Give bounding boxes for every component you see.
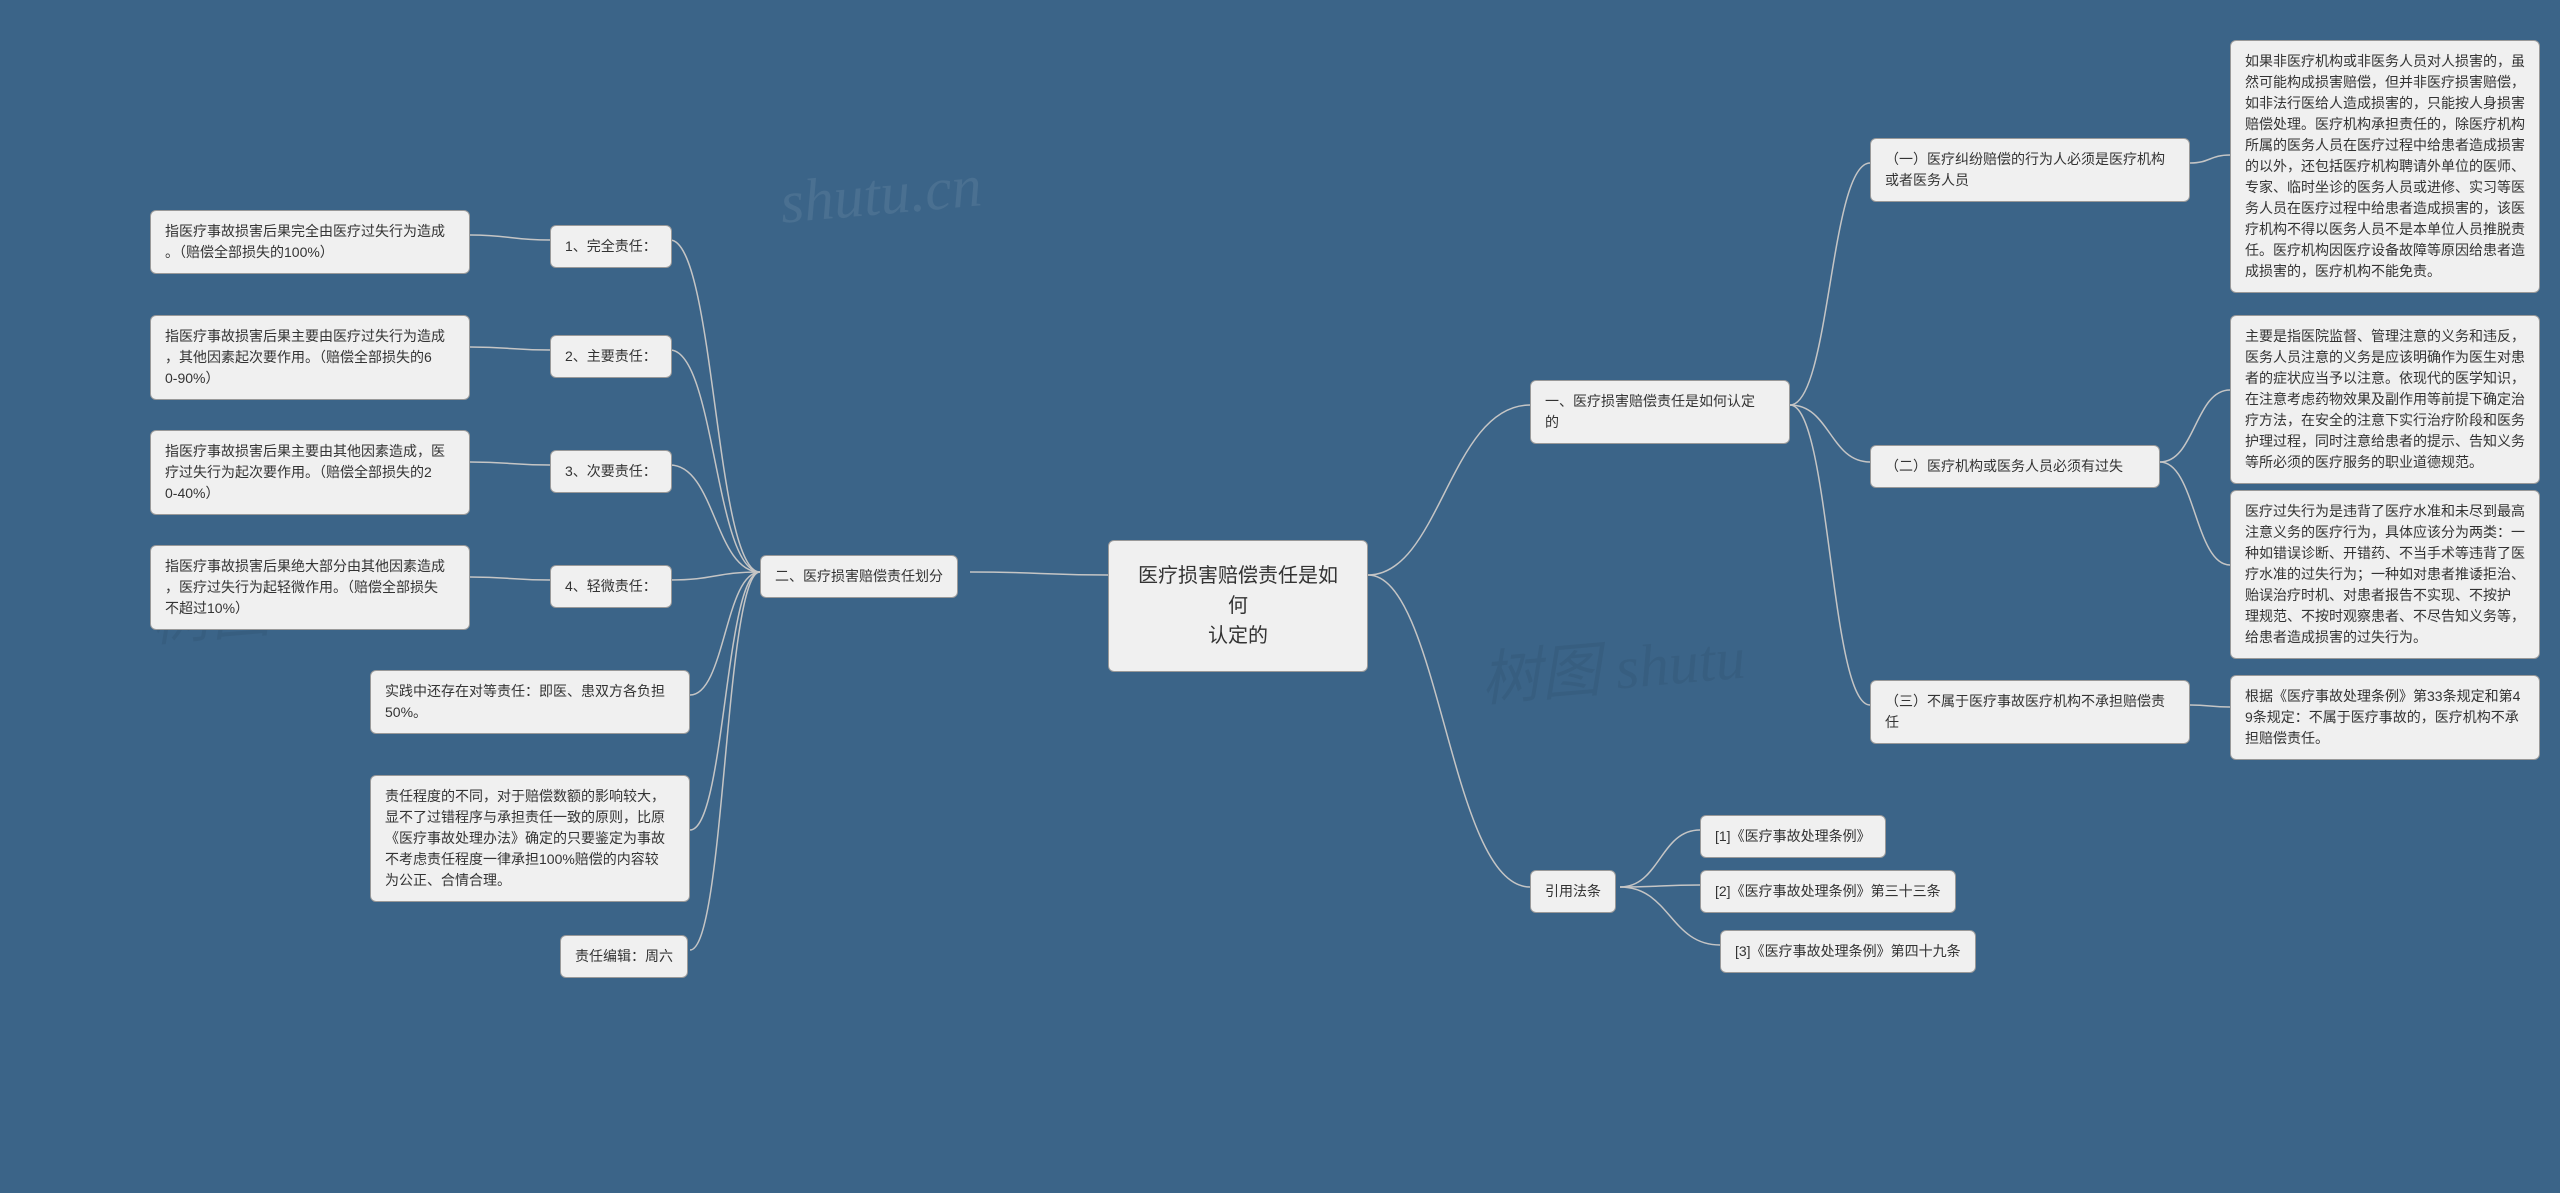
leaf-l1a1: 指医疗事故损害后果完全由医疗过失行为造成。（赔偿全部损失的100%）	[150, 210, 470, 274]
leaf-l1b1: 指医疗事故损害后果主要由医疗过失行为造成，其他因素起次要作用。（赔偿全部损失的6…	[150, 315, 470, 400]
watermark: shutu.cn	[777, 151, 984, 237]
root-node: 医疗损害赔偿责任是如何认定的	[1108, 540, 1368, 672]
branch-r1b: （二）医疗机构或医务人员必须有过失	[1870, 445, 2160, 488]
leaf-r1b2: 医疗过失行为是违背了医疗水准和未尽到最高注意义务的医疗行为，具体应该分为两类：一…	[2230, 490, 2540, 659]
leaf-r2a: [1]《医疗事故处理条例》	[1700, 815, 1886, 858]
branch-l1: 二、医疗损害赔偿责任划分	[760, 555, 958, 598]
leaf-l1c1: 指医疗事故损害后果主要由其他因素造成，医疗过失行为起次要作用。（赔偿全部损失的2…	[150, 430, 470, 515]
leaf-r1c1: 根据《医疗事故处理条例》第33条规定和第49条规定：不属于医疗事故的，医疗机构不…	[2230, 675, 2540, 760]
leaf-r2c: [3]《医疗事故处理条例》第四十九条	[1720, 930, 1976, 973]
leaf-r1b1: 主要是指医院监督、管理注意的义务和违反，医务人员注意的义务是应该明确作为医生对患…	[2230, 315, 2540, 484]
watermark: 树图 shutu	[1477, 609, 1749, 719]
leaf-l1e: 实践中还存在对等责任：即医、患双方各负担50%。	[370, 670, 690, 734]
branch-r1a: （一）医疗纠纷赔偿的行为人必须是医疗机构或者医务人员	[1870, 138, 2190, 202]
leaf-l1g: 责任编辑：周六	[560, 935, 688, 978]
leaf-r2b: [2]《医疗事故处理条例》第三十三条	[1700, 870, 1956, 913]
branch-l1d: 4、轻微责任：	[550, 565, 672, 608]
branch-r1c: （三）不属于医疗事故医疗机构不承担赔偿责任	[1870, 680, 2190, 744]
branch-l1c: 3、次要责任：	[550, 450, 672, 493]
leaf-r1a1: 如果非医疗机构或非医务人员对人损害的，虽然可能构成损害赔偿，但并非医疗损害赔偿，…	[2230, 40, 2540, 293]
branch-l1b: 2、主要责任：	[550, 335, 672, 378]
leaf-l1f: 责任程度的不同，对于赔偿数额的影响较大，显不了过错程序与承担责任一致的原则，比原…	[370, 775, 690, 902]
branch-l1a: 1、完全责任：	[550, 225, 672, 268]
branch-r1: 一、医疗损害赔偿责任是如何认定的	[1530, 380, 1790, 444]
branch-r2: 引用法条	[1530, 870, 1616, 913]
leaf-l1d1: 指医疗事故损害后果绝大部分由其他因素造成，医疗过失行为起轻微作用。（赔偿全部损失…	[150, 545, 470, 630]
